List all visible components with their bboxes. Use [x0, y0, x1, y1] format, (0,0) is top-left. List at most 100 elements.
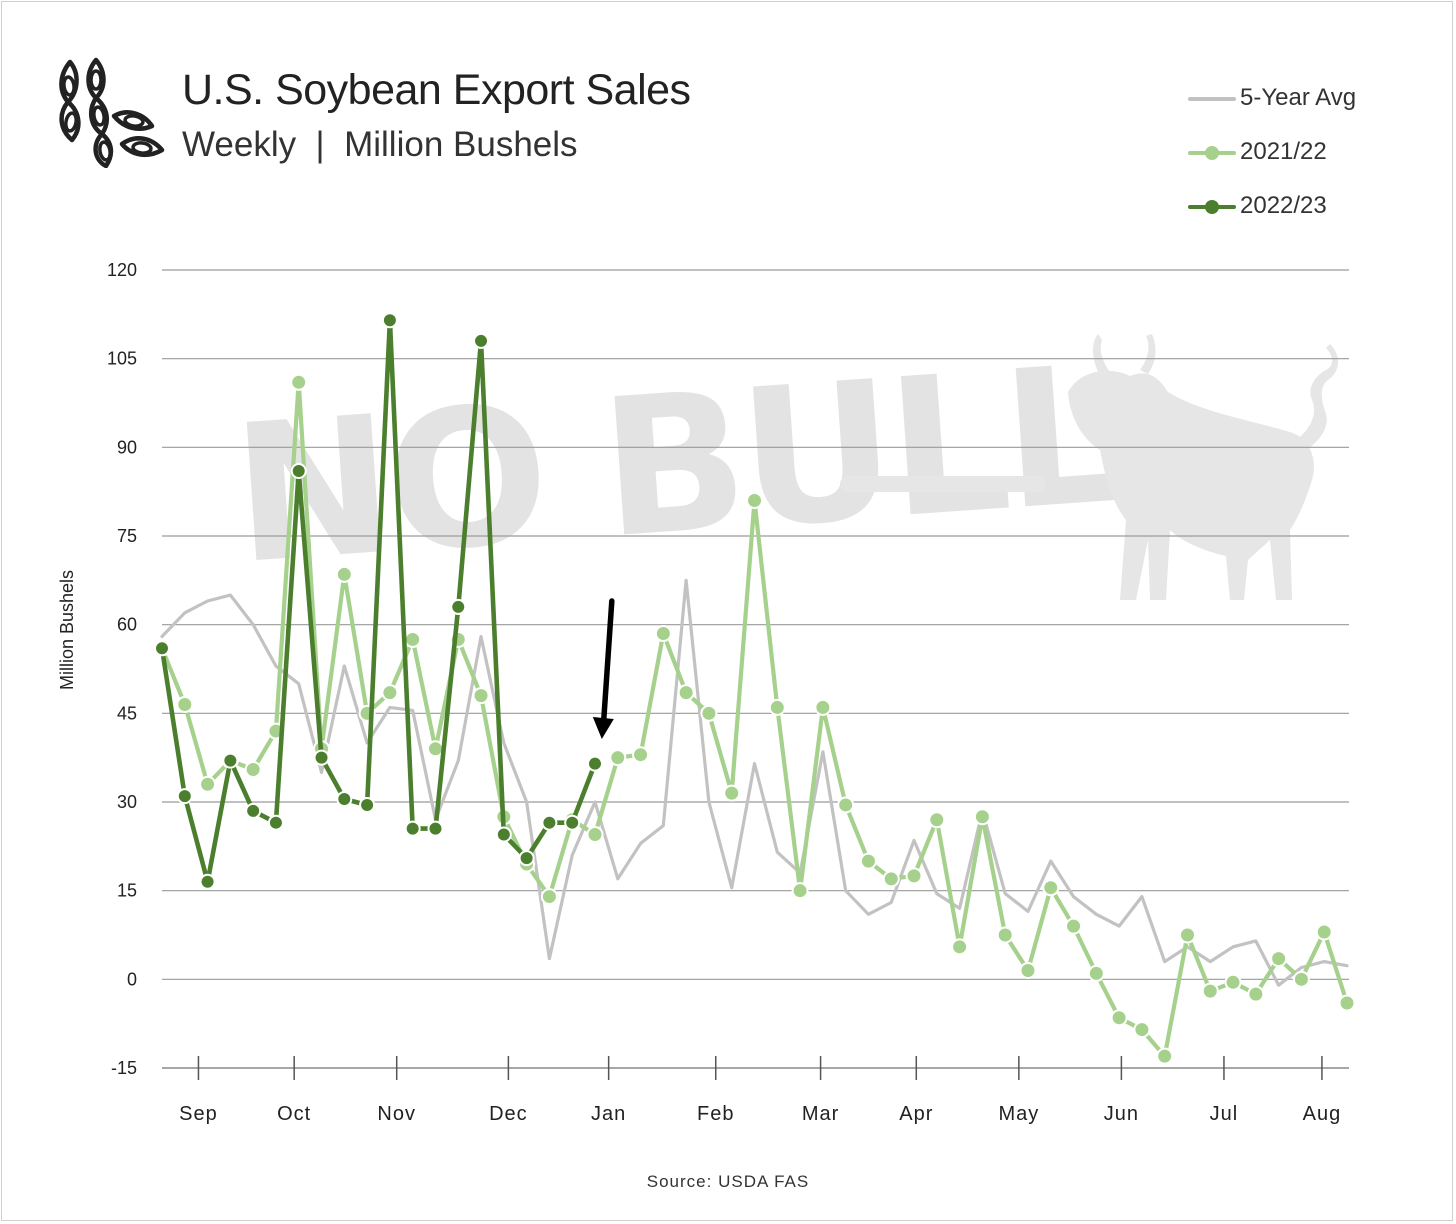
data-point: [404, 630, 422, 648]
data-point: [1292, 970, 1310, 988]
data-point: [1224, 973, 1242, 991]
data-point: [723, 784, 741, 802]
data-point: [1315, 923, 1333, 941]
legend-swatch: [1188, 97, 1236, 101]
data-point: [1019, 961, 1037, 979]
chart-title: U.S. Soybean Export Sales: [182, 66, 691, 114]
y-tick-label: 90: [117, 437, 137, 457]
watermark-text: NO BULL: [227, 324, 1127, 606]
data-point: [1133, 1021, 1151, 1039]
data-point: [290, 462, 307, 479]
series-2022-23: [154, 312, 603, 890]
x-tick-label: Jan: [591, 1103, 626, 1125]
data-point: [313, 749, 330, 766]
annotation-layer: [592, 598, 615, 739]
legend-item-5-year-avg: 5-Year Avg: [1188, 80, 1428, 134]
legend-label: 2021/22: [1240, 138, 1327, 165]
data-point: [473, 332, 490, 349]
data-point: [746, 492, 763, 510]
y-axis-ticks: -15 0 15 30 45 60 75 90 105 120: [107, 260, 137, 1078]
data-point: [290, 373, 308, 391]
x-tick-label: Oct: [277, 1103, 311, 1125]
y-tick-label: 120: [107, 260, 137, 280]
x-tick-label: Jul: [1210, 1103, 1239, 1125]
x-tick-label: Feb: [697, 1103, 734, 1125]
data-point: [176, 788, 193, 805]
y-tick-label: 30: [117, 792, 137, 812]
data-point: [222, 752, 239, 769]
data-point: [518, 850, 535, 867]
data-point: [154, 640, 170, 657]
legend-label: 2022/23: [1240, 192, 1327, 219]
data-point: [859, 852, 877, 870]
data-point: [245, 802, 262, 819]
y-axis-label: Million Bushels: [57, 570, 77, 690]
data-point: [586, 826, 604, 844]
data-point: [541, 814, 558, 831]
data-point: [426, 740, 444, 758]
legend-label: 5-Year Avg: [1240, 84, 1357, 111]
x-tick-label: Aug: [1303, 1103, 1342, 1125]
series-layer: [153, 312, 1356, 1065]
legend-item-2022-23: 2022/23: [1188, 188, 1428, 242]
data-point: [1042, 879, 1060, 897]
x-tick-label: Jun: [1104, 1103, 1139, 1125]
data-point: [928, 811, 946, 829]
y-tick-label: 0: [127, 969, 137, 989]
data-point: [768, 698, 786, 716]
x-tick-label: Sep: [179, 1103, 218, 1125]
data-point: [381, 684, 399, 702]
data-point: [586, 755, 603, 772]
data-point: [1201, 982, 1219, 1000]
y-tick-label: -15: [111, 1058, 137, 1078]
data-point: [882, 870, 900, 888]
data-point: [244, 760, 262, 778]
x-tick-label: Apr: [899, 1103, 933, 1125]
data-point: [427, 820, 444, 837]
soybean-pods-icon: [59, 57, 165, 168]
arrow-shaft: [601, 598, 615, 722]
data-point: [359, 796, 376, 813]
data-point: [1087, 964, 1105, 982]
data-point: [632, 746, 650, 764]
data-point: [814, 698, 832, 716]
x-tick-label: Nov: [377, 1103, 416, 1125]
x-axis-ticks: Sep Oct Nov Dec Jan Feb Mar Apr May Jun Jul Aug: [162, 1056, 1349, 1125]
data-point: [336, 791, 353, 808]
y-tick-label: 75: [117, 526, 137, 546]
data-point: [996, 926, 1014, 944]
series-line: [160, 578, 1349, 987]
data-point: [404, 820, 421, 837]
y-tick-label: 45: [117, 703, 137, 723]
x-tick-label: May: [998, 1103, 1039, 1125]
data-point: [1178, 926, 1196, 944]
data-point: [335, 565, 353, 583]
data-point: [495, 826, 512, 843]
data-point: [472, 687, 490, 705]
data-point: [450, 598, 467, 615]
data-point: [1110, 1009, 1128, 1027]
legend-item-2021-22: 2021/22: [1188, 134, 1428, 188]
legend-marker: [1205, 200, 1219, 214]
down-arrow-icon: [592, 598, 615, 739]
data-point: [654, 625, 672, 643]
data-point: [1247, 985, 1265, 1003]
series-5-year-avg: [160, 578, 1349, 987]
data-point: [199, 873, 216, 890]
data-point: [1065, 917, 1083, 935]
data-point: [1270, 950, 1288, 968]
data-point: [951, 938, 969, 956]
y-tick-label: 15: [117, 881, 137, 901]
chart-subtitle: Weekly | Million Bushels: [182, 125, 578, 164]
series-2021-22: [153, 373, 1356, 1065]
data-point: [677, 684, 695, 702]
data-point: [1338, 994, 1356, 1012]
x-tick-label: Mar: [802, 1103, 839, 1125]
data-point: [609, 749, 627, 767]
data-point: [973, 808, 991, 826]
grid: [162, 269, 1349, 980]
bull-silhouette-icon: [1068, 334, 1339, 600]
y-tick-label: 60: [117, 615, 137, 635]
